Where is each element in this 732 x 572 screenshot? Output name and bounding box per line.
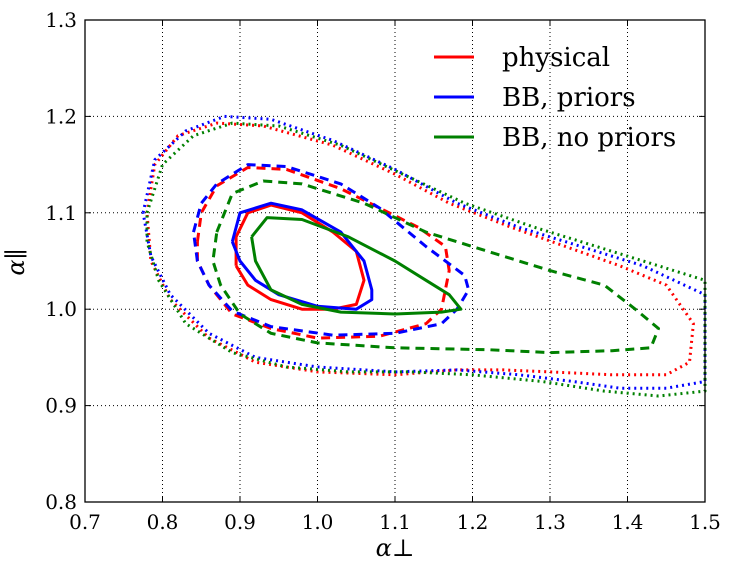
legend: physical BB, priors BB, no priors bbox=[434, 43, 676, 153]
axis-ticks: 0.7 0.8 0.9 1.0 1.1 1.2 1.3 1.4 1.50.80.91.01.11… bbox=[45, 8, 721, 534]
y-tick-label: 1.0 bbox=[45, 297, 77, 321]
y-tick-label: 1.1 bbox=[45, 201, 77, 225]
y-tick-label: 0.8 bbox=[45, 490, 77, 514]
contour-bb-no-priors-1sigma bbox=[250, 216, 463, 316]
x-tick-label: 0.7 bbox=[69, 510, 101, 534]
x-tick-label: 1.1 bbox=[379, 510, 411, 534]
x-axis-label: α⊥ bbox=[376, 534, 415, 562]
contour-bb-priors-1sigma bbox=[230, 201, 374, 311]
contour-bb-priors-2sigma bbox=[192, 163, 471, 337]
x-tick-label: 1.0 bbox=[302, 510, 334, 534]
contour-bb-no-priors-2sigma bbox=[211, 179, 660, 355]
y-tick-label: 1.3 bbox=[45, 8, 77, 32]
contour-physical-2sigma bbox=[195, 166, 451, 340]
y-tick-label: 1.2 bbox=[45, 104, 77, 128]
legend-label-bb-priors: BB, priors bbox=[502, 83, 636, 113]
y-tick-label: 0.9 bbox=[45, 394, 77, 418]
x-tick-label: 1.3 bbox=[534, 510, 566, 534]
contour-physical-1sigma bbox=[234, 203, 366, 311]
legend-label-bb-no-priors: BB, no priors bbox=[502, 123, 676, 153]
x-tick-label: 1.5 bbox=[689, 510, 721, 534]
contour-bb-no-priors-3sigma bbox=[145, 121, 707, 398]
contour-physical-3sigma bbox=[145, 121, 695, 377]
x-tick-label: 0.8 bbox=[147, 510, 179, 534]
contour-lines bbox=[141, 114, 707, 398]
y-axis-label: α∥ bbox=[2, 248, 30, 275]
x-tick-label: 1.4 bbox=[612, 510, 644, 534]
x-tick-label: 1.2 bbox=[457, 510, 489, 534]
x-tick-label: 0.9 bbox=[224, 510, 256, 534]
legend-label-physical: physical bbox=[502, 43, 610, 73]
